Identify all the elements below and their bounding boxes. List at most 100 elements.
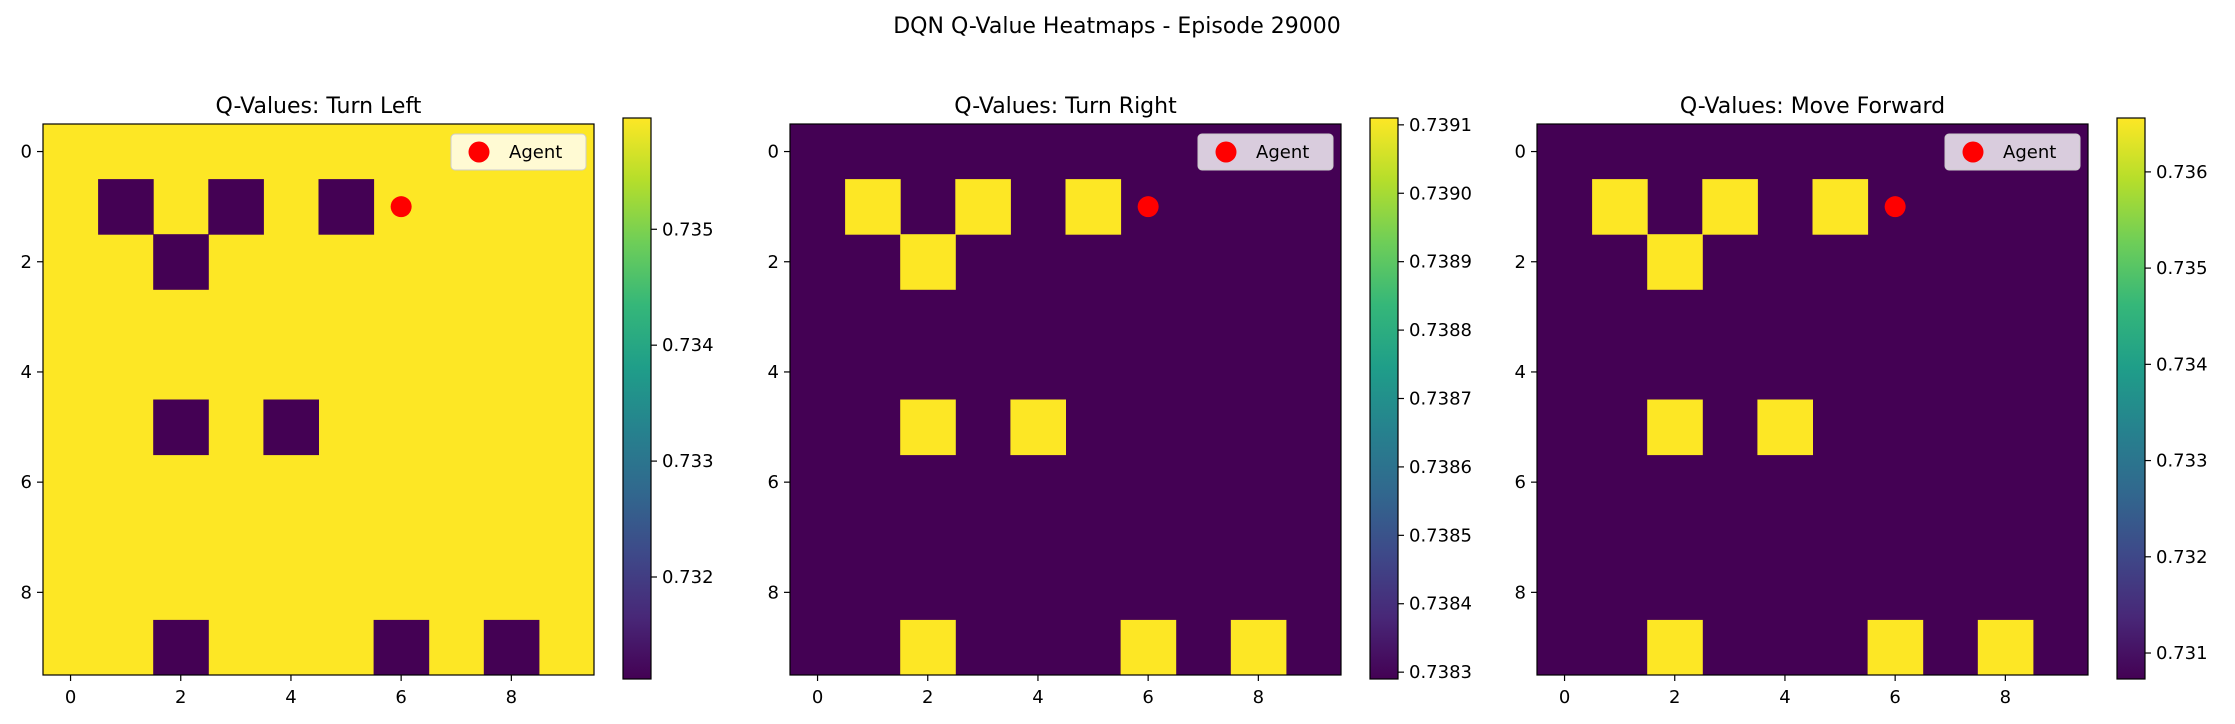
colorbar-tick-label: 0.735 — [662, 219, 714, 240]
y-tick-label: 2 — [768, 252, 779, 273]
colorbar-tick-label: 0.733 — [2156, 451, 2208, 472]
x-tick-label: 0 — [812, 687, 823, 708]
agent-marker — [1137, 196, 1159, 218]
legend-box — [450, 133, 587, 171]
heatmap-cell — [1702, 179, 1758, 235]
x-tick-label: 6 — [1142, 687, 1153, 708]
heatmap-cell — [263, 399, 319, 456]
x-tick-label: 6 — [395, 687, 406, 708]
legend-agent-marker — [468, 141, 490, 163]
y-tick-label: 6 — [768, 472, 779, 493]
heatmap-cell — [1647, 399, 1703, 456]
heatmap-cell — [1230, 619, 1287, 676]
colorbar-tick-label: 0.7387 — [1409, 389, 1472, 410]
legend-agent-marker — [1962, 141, 1984, 163]
y-tick-label: 6 — [21, 472, 32, 493]
y-tick-label: 8 — [768, 582, 779, 603]
y-tick-label: 4 — [21, 362, 32, 383]
colorbar-tick-label: 0.732 — [2156, 547, 2208, 568]
colorbar-tick-label: 0.731 — [2156, 643, 2208, 664]
heatmap-cell — [1065, 179, 1122, 235]
colorbar-tick-label: 0.7386 — [1409, 457, 1472, 478]
colorbar-tick-label: 0.7388 — [1409, 320, 1472, 341]
heatmap-cell — [318, 179, 375, 235]
y-tick-label: 0 — [1515, 142, 1526, 163]
x-tick-label: 2 — [1669, 687, 1680, 708]
colorbar — [622, 117, 652, 680]
colorbar-tick-label: 0.735 — [2156, 258, 2208, 279]
panel-2: Q-Values: Move Forward 0 2 4 6 8 0 2 4 6 8 Agent 0.7… — [1515, 94, 2208, 708]
x-tick-label: 8 — [1253, 687, 1264, 708]
y-tick-label: 2 — [21, 252, 32, 273]
colorbar-tick-label: 0.7391 — [1409, 115, 1472, 136]
colorbar-tick-label: 0.7385 — [1409, 525, 1472, 546]
heatmap-cell — [1812, 179, 1869, 235]
plot-frame — [42, 123, 595, 676]
y-tick-label: 8 — [1515, 582, 1526, 603]
heatmap-cell — [1120, 619, 1177, 676]
x-tick-label: 4 — [1032, 687, 1043, 708]
x-tick-label: 8 — [2000, 687, 2011, 708]
colorbar-tick-label: 0.7384 — [1409, 594, 1472, 615]
heatmap-cell — [483, 619, 540, 676]
heatmap-cell — [1647, 619, 1703, 676]
panel-1: Q-Values: Turn Right 0 2 4 6 8 0 2 4 6 8 Agent 0.738… — [768, 94, 1472, 708]
y-tick-label: 6 — [1515, 472, 1526, 493]
x-tick-label: 8 — [506, 687, 517, 708]
x-tick-label: 4 — [285, 687, 296, 708]
colorbar-tick-label: 0.732 — [662, 567, 714, 588]
x-tick-label: 0 — [1559, 687, 1570, 708]
heatmap-cell — [208, 179, 264, 235]
heatmap-cell — [900, 619, 956, 676]
y-tick-label: 2 — [1515, 252, 1526, 273]
heatmap-cell — [955, 179, 1011, 235]
agent-marker — [1884, 196, 1906, 218]
y-tick-label: 4 — [1515, 362, 1526, 383]
heatmap-cell — [1867, 619, 1924, 676]
plot-frame — [1536, 123, 2089, 676]
panel-title: Q-Values: Turn Right — [954, 94, 1177, 119]
panel-0: Q-Values: Turn Left 0 2 4 6 8 0 2 4 6 8 Agent 0.732 0… — [21, 94, 714, 708]
legend-box — [1944, 133, 2081, 171]
legend-box — [1197, 133, 1334, 171]
x-tick-label: 0 — [65, 687, 76, 708]
colorbar-tick-label: 0.7389 — [1409, 252, 1472, 273]
heatmap-cell — [1592, 179, 1648, 235]
colorbar-tick-label: 0.733 — [662, 451, 714, 472]
colorbar — [2116, 117, 2146, 680]
heatmap-cell — [373, 619, 430, 676]
heatmap-cell — [1010, 399, 1066, 456]
x-tick-label: 6 — [1889, 687, 1900, 708]
colorbar-tick-label: 0.736 — [2156, 162, 2208, 183]
heatmap-cell — [845, 179, 901, 235]
heatmap-cell — [900, 234, 956, 290]
y-tick-label: 0 — [768, 142, 779, 163]
agent-marker — [390, 196, 412, 218]
colorbar — [1369, 117, 1399, 680]
heatmap-cell — [900, 399, 956, 456]
legend-agent-marker — [1215, 141, 1237, 163]
panel-title: Q-Values: Turn Left — [216, 94, 422, 119]
plot-frame — [789, 123, 1342, 676]
legend-label: Agent — [2003, 142, 2056, 163]
y-tick-label: 4 — [768, 362, 779, 383]
heatmap-cell — [153, 619, 209, 676]
y-tick-label: 0 — [21, 142, 32, 163]
heatmap-cell — [1977, 619, 2034, 676]
heatmap-cell — [153, 399, 209, 456]
panels: Q-Values: Turn Left 0 2 4 6 8 0 2 4 6 8 Agent 0.732 0… — [21, 94, 2208, 708]
legend-label: Agent — [509, 142, 562, 163]
panel-title: Q-Values: Move Forward — [1680, 94, 1945, 119]
heatmap-cell — [153, 234, 209, 290]
colorbar-tick-label: 0.7383 — [1409, 662, 1472, 683]
colorbar-tick-label: 0.734 — [662, 335, 714, 356]
heatmap-cell — [98, 179, 154, 235]
legend-label: Agent — [1256, 142, 1309, 163]
colorbar-tick-label: 0.734 — [2156, 354, 2208, 375]
figure-title: DQN Q-Value Heatmaps - Episode 29000 — [893, 14, 1341, 39]
x-tick-label: 2 — [922, 687, 933, 708]
x-tick-label: 4 — [1779, 687, 1790, 708]
y-tick-label: 8 — [21, 582, 32, 603]
heatmap-cell — [1647, 234, 1703, 290]
